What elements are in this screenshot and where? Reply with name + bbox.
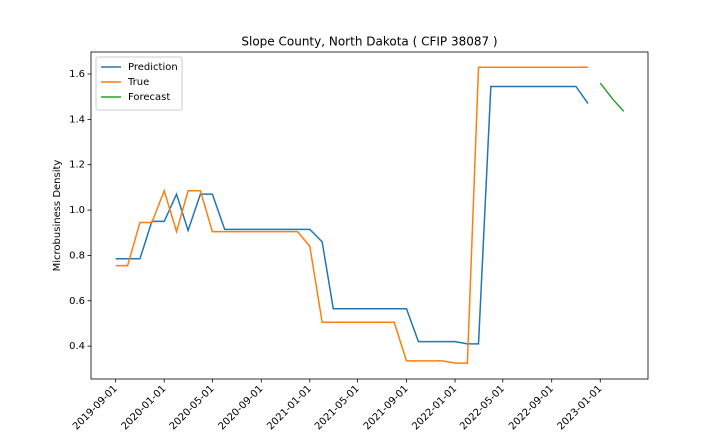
- x-tick-label: 2021-01-01: [265, 383, 314, 432]
- x-tick-label: 2020-01-01: [120, 383, 169, 432]
- plot-frame: [90, 51, 649, 380]
- y-tick-label: 0.4: [69, 341, 85, 352]
- y-tick-label: 0.6: [69, 296, 85, 307]
- x-tick-label: 2020-09-01: [217, 383, 266, 432]
- x-tick-label: 2023-01-01: [556, 383, 605, 432]
- series-line: [599, 82, 625, 112]
- y-tick-label: 1.0: [69, 205, 85, 216]
- x-tick-label: 2019-09-01: [71, 383, 120, 432]
- legend-label: True: [127, 77, 149, 88]
- x-tick-label: 2020-05-01: [168, 383, 217, 432]
- y-axis-label: Microbusiness Density: [52, 160, 63, 272]
- series-line: [115, 85, 589, 345]
- x-tick-label: 2022-09-01: [507, 383, 556, 432]
- y-tick-label: 1.4: [69, 114, 85, 125]
- legend-label: Prediction: [128, 62, 178, 73]
- y-tick-label: 1.2: [69, 160, 85, 171]
- legend: Prediction True Forecast: [95, 56, 183, 111]
- y-tick-label: 1.6: [69, 69, 85, 80]
- x-tick-label: 2021-05-01: [313, 383, 362, 432]
- x-tick-label: 2021-09-01: [362, 383, 411, 432]
- y-tick-label: 0.8: [69, 250, 85, 261]
- x-tick-label: 2022-01-01: [410, 383, 459, 432]
- series-line: [115, 66, 588, 364]
- chart-title: Slope County, North Dakota ( CFIP 38087 …: [241, 35, 497, 49]
- legend-label: Forecast: [128, 92, 170, 103]
- x-tick-label: 2022-05-01: [458, 383, 507, 432]
